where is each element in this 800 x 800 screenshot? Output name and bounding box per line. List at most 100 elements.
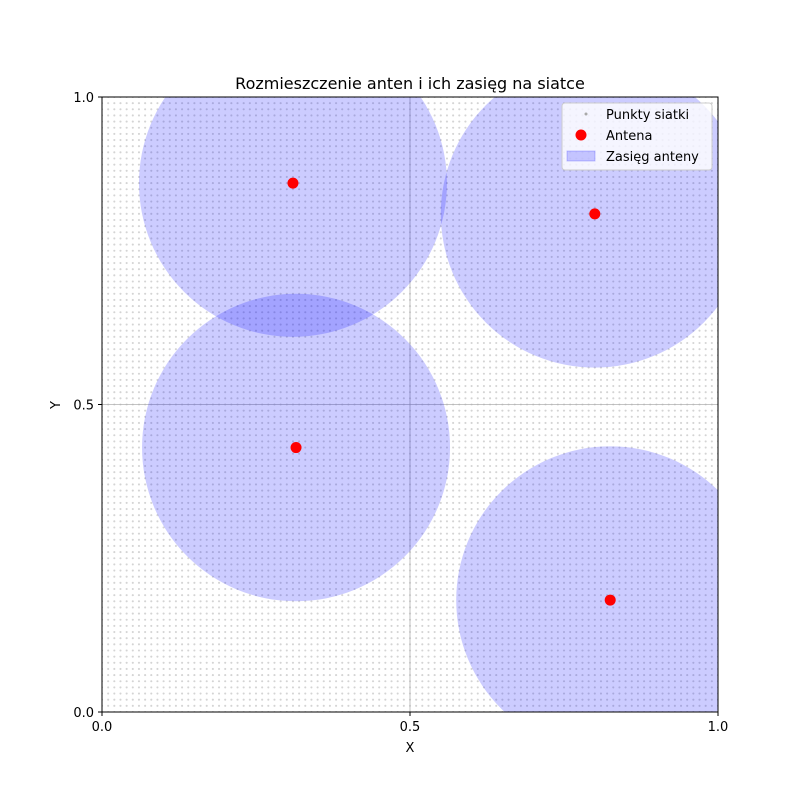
grid-point bbox=[316, 637, 319, 640]
grid-point bbox=[162, 532, 165, 535]
grid-point bbox=[193, 163, 196, 166]
grid-point bbox=[279, 686, 282, 689]
grid-point bbox=[279, 680, 282, 683]
grid-point bbox=[205, 557, 208, 560]
grid-point bbox=[181, 704, 184, 707]
grid-point bbox=[205, 286, 208, 289]
grid-point bbox=[150, 600, 153, 603]
grid-point bbox=[144, 661, 147, 664]
grid-point bbox=[205, 415, 208, 418]
grid-point bbox=[199, 421, 202, 425]
grid-point bbox=[156, 680, 159, 683]
grid-point bbox=[113, 704, 116, 707]
grid-point bbox=[217, 667, 221, 670]
grid-point bbox=[174, 704, 177, 707]
grid-point bbox=[174, 163, 177, 166]
grid-point bbox=[304, 674, 307, 677]
grid-point bbox=[156, 446, 159, 449]
grid-point bbox=[125, 655, 128, 658]
grid-point bbox=[279, 674, 282, 677]
grid-point bbox=[150, 255, 153, 258]
grid-point bbox=[396, 661, 399, 664]
grid-point bbox=[273, 655, 276, 658]
grid-point bbox=[205, 471, 208, 474]
grid-point bbox=[211, 348, 214, 351]
grid-point bbox=[193, 212, 196, 215]
grid-point bbox=[144, 102, 147, 105]
grid-point bbox=[335, 631, 338, 634]
grid-point bbox=[187, 397, 190, 400]
grid-point bbox=[193, 194, 196, 197]
grid-point bbox=[181, 569, 184, 572]
grid-point bbox=[131, 360, 134, 363]
grid-point bbox=[119, 194, 122, 197]
grid-point bbox=[150, 446, 153, 449]
grid-point bbox=[211, 188, 214, 191]
grid-point bbox=[144, 594, 147, 597]
grid-point bbox=[310, 631, 313, 634]
grid-point bbox=[125, 415, 128, 418]
grid-point bbox=[248, 606, 251, 609]
grid-point bbox=[378, 649, 381, 652]
grid-point bbox=[131, 194, 134, 197]
grid-point bbox=[217, 704, 221, 707]
grid-point bbox=[137, 434, 141, 437]
grid-point bbox=[316, 624, 319, 627]
grid-point bbox=[291, 704, 295, 707]
grid-point bbox=[285, 606, 288, 609]
grid-point bbox=[107, 704, 110, 707]
grid-point bbox=[131, 218, 134, 222]
grid-point bbox=[298, 631, 301, 634]
grid-point bbox=[150, 477, 153, 480]
grid-point bbox=[174, 188, 177, 191]
grid-point bbox=[316, 655, 319, 658]
grid-point bbox=[174, 538, 177, 541]
grid-point bbox=[205, 618, 208, 621]
grid-point bbox=[144, 305, 147, 308]
grid-point bbox=[174, 108, 177, 111]
grid-point bbox=[261, 704, 264, 707]
grid-point bbox=[199, 335, 202, 338]
grid-point bbox=[199, 231, 202, 234]
grid-point bbox=[125, 188, 128, 191]
grid-point bbox=[156, 249, 159, 252]
grid-point bbox=[217, 569, 221, 572]
grid-point bbox=[304, 606, 307, 609]
grid-point bbox=[156, 323, 159, 326]
grid-point bbox=[168, 139, 171, 142]
grid-point bbox=[150, 643, 153, 646]
grid-point bbox=[162, 581, 165, 584]
grid-point bbox=[298, 612, 301, 615]
grid-point bbox=[298, 618, 301, 621]
grid-point bbox=[144, 704, 147, 707]
grid-point bbox=[187, 575, 190, 578]
grid-point bbox=[267, 618, 270, 621]
grid-point bbox=[174, 292, 177, 295]
grid-point bbox=[267, 704, 270, 707]
grid-point bbox=[181, 175, 184, 178]
grid-point bbox=[144, 169, 147, 172]
grid-point bbox=[328, 606, 331, 609]
grid-point bbox=[187, 637, 190, 640]
grid-point bbox=[193, 126, 196, 129]
grid-point bbox=[156, 631, 159, 634]
grid-point bbox=[113, 225, 116, 228]
grid-point bbox=[174, 618, 177, 621]
grid-point bbox=[181, 483, 184, 486]
grid-point bbox=[291, 692, 295, 695]
grid-point bbox=[211, 200, 214, 203]
grid-point bbox=[187, 600, 190, 603]
grid-point bbox=[107, 335, 110, 338]
grid-point bbox=[125, 409, 128, 412]
grid-point bbox=[193, 421, 196, 425]
grid-point bbox=[125, 421, 128, 425]
grid-point bbox=[119, 169, 122, 172]
grid-point bbox=[162, 249, 165, 252]
grid-point bbox=[119, 286, 122, 289]
grid-point bbox=[131, 292, 134, 295]
grid-point bbox=[199, 292, 202, 295]
grid-point bbox=[174, 563, 177, 566]
grid-point bbox=[162, 372, 165, 375]
grid-point bbox=[156, 581, 159, 584]
grid-point bbox=[193, 243, 196, 246]
